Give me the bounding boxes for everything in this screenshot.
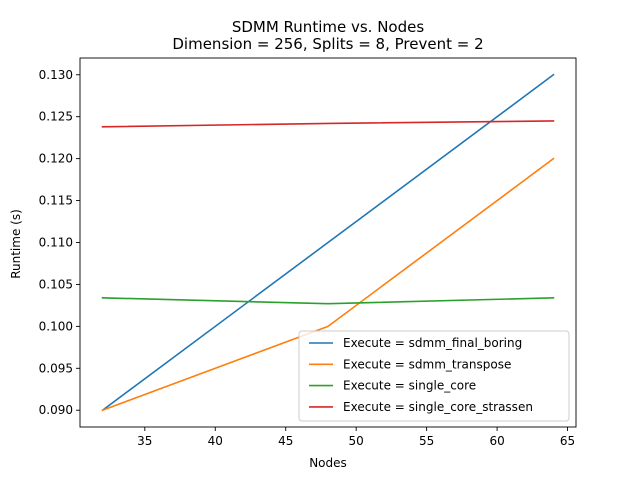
series-line-3 — [101, 297, 555, 305]
series-line-4 — [101, 120, 555, 128]
plot-lines — [101, 73, 555, 412]
y-axis-label: Runtime (s) — [9, 209, 23, 279]
x-tick-label: 55 — [419, 434, 434, 448]
y-tick-label: 0.120 — [39, 152, 73, 166]
x-tick-label: 65 — [560, 434, 575, 448]
y-tick-label: 0.110 — [39, 236, 73, 250]
series-line-1 — [101, 73, 555, 412]
y-tick-label: 0.130 — [39, 68, 73, 82]
legend: Execute = sdmm_final_boring Execute = sdm… — [298, 330, 570, 422]
chart-title: SDMM Runtime vs. Nodes — [232, 18, 425, 36]
y-tick-label: 0.090 — [39, 403, 73, 417]
y-tick-label: 0.100 — [39, 319, 73, 333]
legend-label-3: Execute = single_core — [343, 379, 476, 393]
y-tick-label: 0.115 — [39, 194, 73, 208]
legend-box — [298, 330, 570, 422]
ticks: 35 40 45 50 55 60 65 0.090 0.095 0.100 0.105 0.110 0… — [39, 68, 576, 448]
x-tick-label: 35 — [137, 434, 152, 448]
y-tick-label: 0.105 — [39, 277, 73, 291]
series-line-2 — [101, 157, 555, 412]
y-tick-label: 0.125 — [39, 110, 73, 124]
legend-label-1: Execute = sdmm_final_boring — [343, 336, 522, 350]
legend-label-2: Execute = sdmm_transpose — [343, 357, 511, 371]
chart-subtitle: Dimension = 256, Splits = 8, Prevent = 2 — [172, 35, 483, 53]
x-tick-label: 45 — [278, 434, 293, 448]
x-tick-label: 40 — [208, 434, 223, 448]
x-axis-label: Nodes — [309, 456, 347, 470]
x-tick-label: 50 — [349, 434, 364, 448]
x-tick-label: 60 — [489, 434, 504, 448]
y-tick-label: 0.095 — [39, 361, 73, 375]
legend-label-4: Execute = single_core_strassen — [343, 400, 533, 414]
